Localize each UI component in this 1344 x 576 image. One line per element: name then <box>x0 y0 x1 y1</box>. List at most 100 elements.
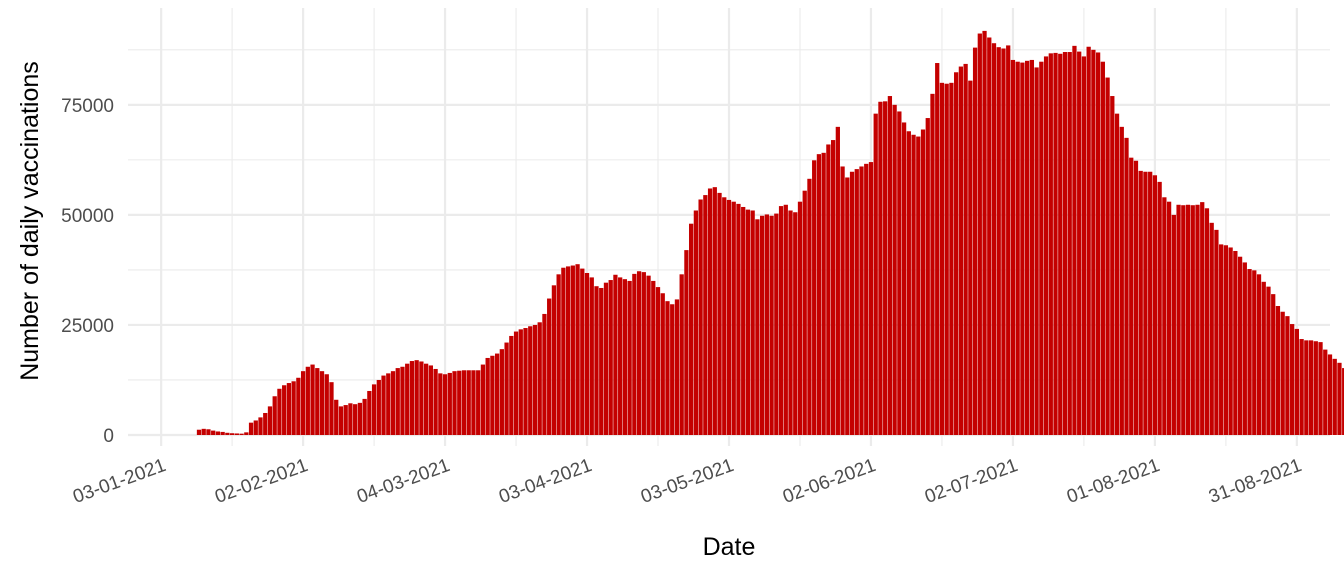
vaccination-bar <box>873 113 878 435</box>
vaccination-bar <box>367 390 372 435</box>
vaccination-bar <box>930 93 935 435</box>
vaccination-bar <box>982 30 987 435</box>
vaccination-bar <box>935 63 940 435</box>
vaccination-bar <box>584 273 590 435</box>
vaccination-bar <box>272 396 277 435</box>
x-tick-label: 01-08-2021 <box>1064 455 1163 508</box>
vaccination-bar <box>400 366 405 435</box>
vaccination-bar <box>1001 48 1006 435</box>
vaccination-bar <box>1228 247 1233 435</box>
vaccination-bar <box>698 199 703 435</box>
vaccination-bar <box>972 47 978 435</box>
vaccination-bar <box>750 210 755 435</box>
vaccination-bar <box>1062 52 1068 435</box>
vaccination-bar <box>504 342 509 435</box>
vaccination-bar <box>329 382 334 435</box>
vaccination-bar <box>580 268 585 435</box>
vaccination-bar <box>225 432 230 435</box>
vaccination-bar <box>1100 61 1105 435</box>
vaccination-bar <box>1067 52 1072 435</box>
vaccination-bar <box>480 364 486 435</box>
vaccination-bar <box>925 118 930 435</box>
vaccination-bar <box>897 111 902 435</box>
vaccination-bar <box>755 219 760 435</box>
vaccination-bar <box>920 129 926 435</box>
vaccination-bar <box>466 370 471 435</box>
vaccination-bar <box>1015 61 1020 435</box>
vaccination-bar <box>944 83 949 435</box>
vaccination-bar <box>1209 222 1214 435</box>
vaccination-bar <box>665 301 670 435</box>
vaccination-bar <box>405 363 410 435</box>
vaccination-bar <box>641 272 646 435</box>
vaccination-bar <box>300 371 306 435</box>
vaccination-bar <box>315 368 320 435</box>
vaccination-bar <box>220 431 225 435</box>
vaccination-bar <box>1323 349 1328 435</box>
vaccination-bar <box>1332 358 1337 435</box>
vaccination-bar <box>461 370 467 435</box>
vaccination-bar <box>1162 197 1167 435</box>
vaccination-bar <box>1181 205 1186 435</box>
vaccination-bar <box>1219 244 1224 435</box>
vaccination-bar <box>490 355 495 435</box>
vaccination-bar <box>419 361 424 435</box>
vaccination-bar <box>916 136 921 435</box>
vaccination-bar <box>911 134 916 435</box>
vaccination-bar <box>1072 45 1077 435</box>
vaccination-bar <box>447 372 452 435</box>
vaccination-bar <box>1280 311 1285 435</box>
vaccination-bar <box>821 152 826 435</box>
vaccination-bar <box>1275 306 1281 435</box>
vaccination-bar <box>703 195 708 435</box>
vaccination-bar <box>1195 204 1200 435</box>
vaccination-bar <box>409 361 415 435</box>
vaccination-bar <box>319 371 325 435</box>
x-tick-label: 03-04-2021 <box>496 455 595 508</box>
vaccination-bar <box>783 204 788 435</box>
vaccination-bar <box>987 37 992 435</box>
vaccination-bar <box>1318 342 1323 435</box>
vaccination-bar <box>1171 214 1176 435</box>
vaccination-bar <box>1190 205 1195 435</box>
x-tick-label: 02-02-2021 <box>212 455 311 508</box>
vaccination-bar <box>1157 181 1162 435</box>
vaccination-bar <box>627 280 632 435</box>
vaccination-bar <box>343 405 348 435</box>
vaccination-bar <box>1053 52 1058 435</box>
vaccination-bar <box>244 432 249 435</box>
vaccination-bar <box>286 383 292 435</box>
vaccination-bar <box>1266 286 1271 435</box>
vaccination-bar <box>679 274 684 435</box>
vaccination-bar <box>1256 274 1262 435</box>
vaccination-bar <box>215 431 221 435</box>
vaccination-bar <box>277 388 282 435</box>
vaccination-bar <box>338 406 344 435</box>
vaccination-bar <box>599 287 604 435</box>
vaccination-bar <box>1010 59 1016 435</box>
vaccination-bar <box>1034 67 1039 435</box>
vaccination-bar <box>1095 52 1101 435</box>
vaccination-bar <box>357 402 363 435</box>
vaccination-bar <box>414 360 419 435</box>
vaccination-bar <box>1114 113 1120 435</box>
vaccination-bar <box>1129 157 1134 435</box>
vaccination-bar <box>291 381 296 435</box>
vaccination-bar <box>267 406 273 435</box>
vaccination-bar <box>1077 51 1082 435</box>
vaccination-bar <box>613 274 618 435</box>
vaccination-bar <box>234 433 239 435</box>
x-tick-label: 31-08-2021 <box>1206 455 1305 508</box>
vaccination-bar <box>362 398 367 435</box>
vaccination-bar <box>263 412 268 435</box>
vaccination-bar <box>906 131 911 435</box>
vaccination-bar <box>457 370 462 435</box>
vaccination-bar <box>632 273 637 435</box>
vaccination-bar <box>736 203 741 435</box>
vaccination-bar <box>769 215 774 435</box>
vaccination-bar <box>1261 281 1266 435</box>
vaccination-bar <box>258 417 263 435</box>
vaccination-bar <box>1185 204 1191 435</box>
vaccination-bar <box>248 422 254 435</box>
